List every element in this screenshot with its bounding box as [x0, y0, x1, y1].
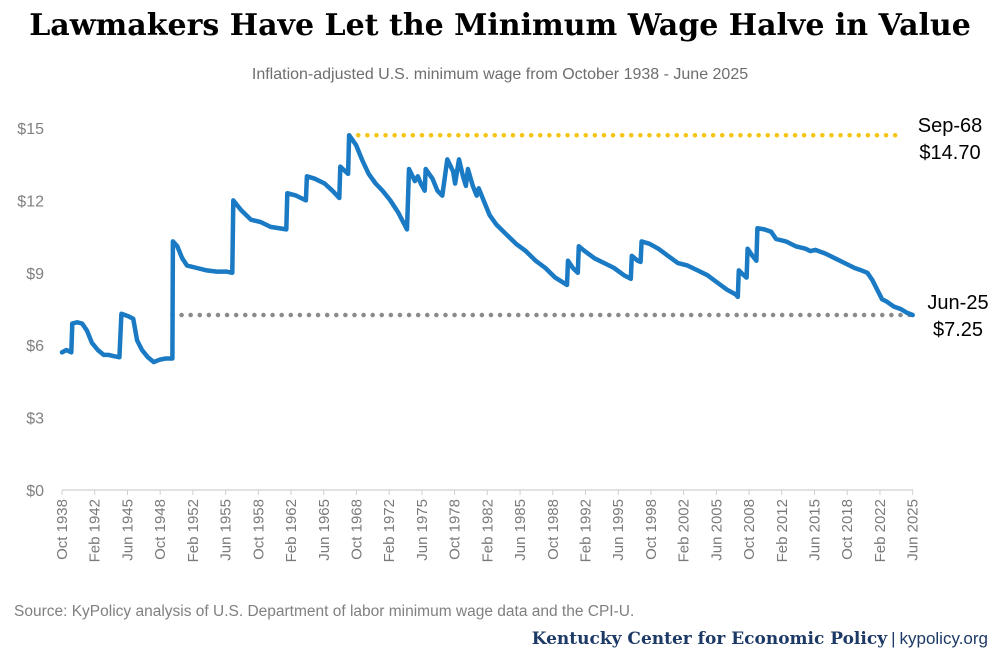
- x-tick-label: Feb 2002: [676, 499, 693, 562]
- x-tick-label: Jun 1955: [218, 499, 235, 561]
- y-tick-label: $15: [17, 121, 44, 138]
- x-tick-label: Oct 1978: [447, 499, 464, 560]
- annotation-current-value: $7.25: [933, 319, 983, 341]
- footer-separator: |: [891, 629, 896, 648]
- x-tick-label: Oct 1968: [348, 499, 365, 560]
- y-tick-label: $12: [17, 193, 44, 210]
- x-tick-label: Oct 1938: [54, 499, 71, 560]
- x-tick-label: Jun 2015: [807, 499, 824, 561]
- website-link[interactable]: kypolicy.org: [899, 629, 989, 648]
- y-tick-label: $6: [26, 338, 44, 355]
- annotation-current-date: Jun-25: [927, 292, 988, 314]
- chart-subtitle: Inflation-adjusted U.S. minimum wage fro…: [251, 66, 749, 83]
- x-tick-label: Jun 1975: [414, 499, 431, 561]
- y-tick-label: $3: [26, 411, 44, 428]
- x-tick-label: Feb 1962: [283, 499, 300, 562]
- x-tick-label: Jun 2005: [708, 499, 725, 561]
- y-axis: $0 $3 $6 $9 $12 $15: [17, 121, 44, 500]
- x-tick-label: Feb 1952: [185, 499, 202, 562]
- annotation-peak-date: Sep-68: [918, 115, 983, 137]
- x-tick-label: Feb 1972: [381, 499, 398, 562]
- x-tick-label: Oct 2018: [839, 499, 856, 560]
- chart-title: Lawmakers Have Let the Minimum Wage Halv…: [29, 8, 971, 43]
- x-tick-label: Jun 1945: [119, 499, 136, 561]
- footer: Kentucky Center for Economic Policy | kypo…: [532, 629, 988, 649]
- reference-lines: [170, 132, 915, 318]
- x-tick-label: Jun 2025: [905, 499, 922, 561]
- x-tick-label: Jun 1985: [512, 499, 529, 561]
- x-tick-label: Oct 1958: [250, 499, 267, 560]
- source-note: Source: KyPolicy analysis of U.S. Depart…: [14, 603, 635, 620]
- y-tick-label: $9: [26, 266, 44, 283]
- x-tick-label: Oct 1948: [152, 499, 169, 560]
- x-tick-label: Oct 2008: [741, 499, 758, 560]
- x-tick-label: Jun 1965: [316, 499, 333, 561]
- series-line: [59, 132, 915, 365]
- y-tick-label: $0: [26, 483, 44, 500]
- x-tick-label: Feb 1942: [87, 499, 104, 562]
- x-tick-label: Feb 2012: [774, 499, 791, 562]
- organization-name: Kentucky Center for Economic Policy: [531, 629, 888, 649]
- annotations: Sep-68 $14.70 Jun-25 $7.25: [918, 115, 989, 341]
- x-tick-label: Feb 1992: [577, 499, 594, 562]
- annotation-peak-value: $14.70: [919, 142, 980, 164]
- x-tick-label: Jun 1995: [610, 499, 627, 561]
- x-axis: Oct 1938 Feb 1942 Jun 1945 Oct 1948 Feb 1952…: [54, 489, 922, 562]
- x-tick-label: Oct 1998: [643, 499, 660, 560]
- x-tick-label: Oct 1988: [545, 499, 562, 560]
- x-tick-label: Feb 2022: [872, 499, 889, 562]
- data-series: [59, 132, 915, 365]
- x-tick-label: Feb 1982: [479, 499, 496, 562]
